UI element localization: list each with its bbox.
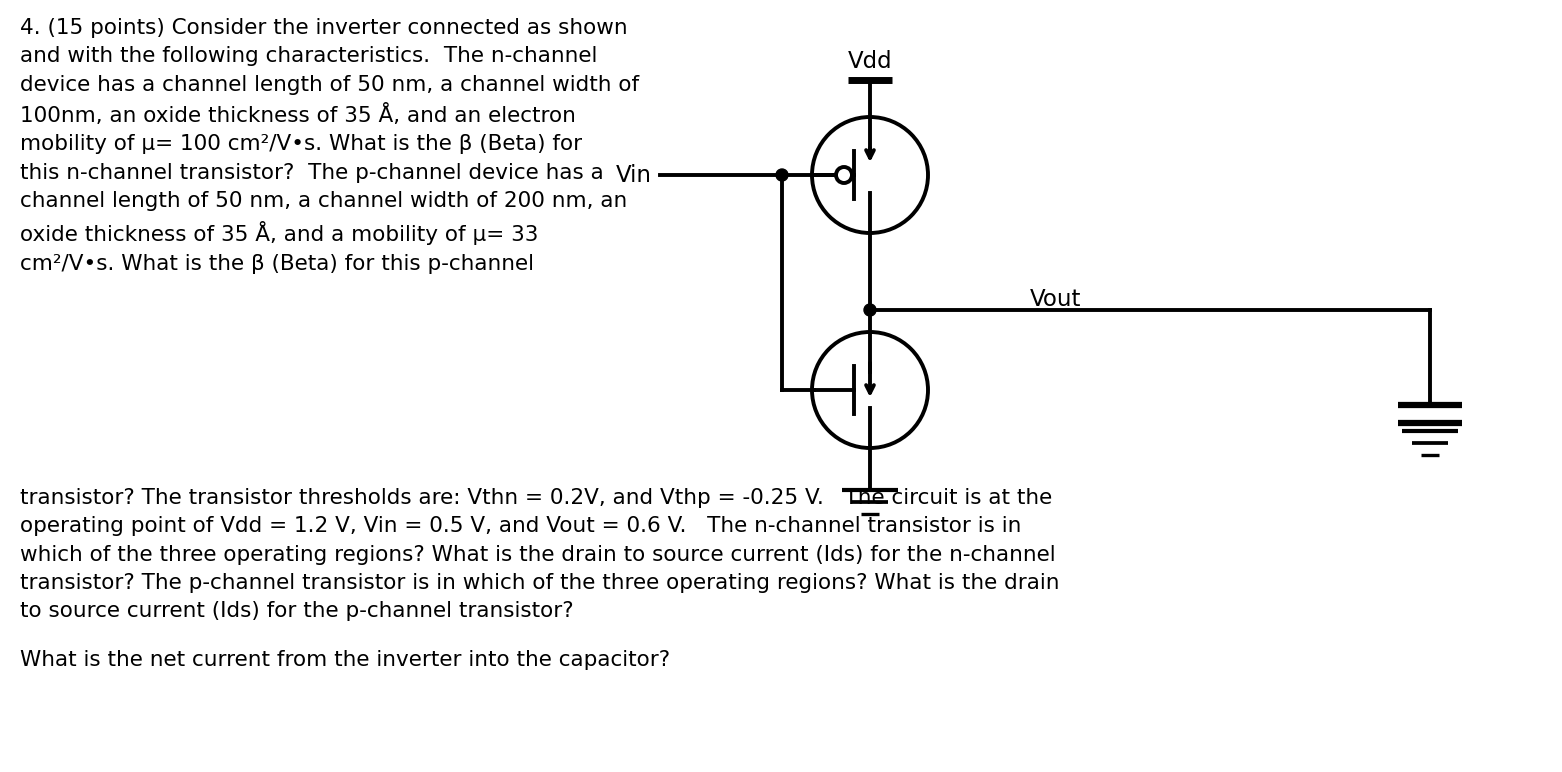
Text: Vin: Vin [615, 164, 651, 187]
Text: Vout: Vout [1029, 289, 1081, 311]
Text: What is the net current from the inverter into the capacitor?: What is the net current from the inverte… [20, 650, 670, 670]
Text: transistor? The transistor thresholds are: Vthn = 0.2V, and Vthp = -0.25 V.   Th: transistor? The transistor thresholds ar… [20, 488, 1059, 621]
Text: 4. (15 points) Consider the inverter connected as shown
and with the following c: 4. (15 points) Consider the inverter con… [20, 18, 639, 274]
Text: Vdd: Vdd [848, 50, 892, 73]
Circle shape [776, 169, 787, 181]
Circle shape [864, 304, 876, 316]
